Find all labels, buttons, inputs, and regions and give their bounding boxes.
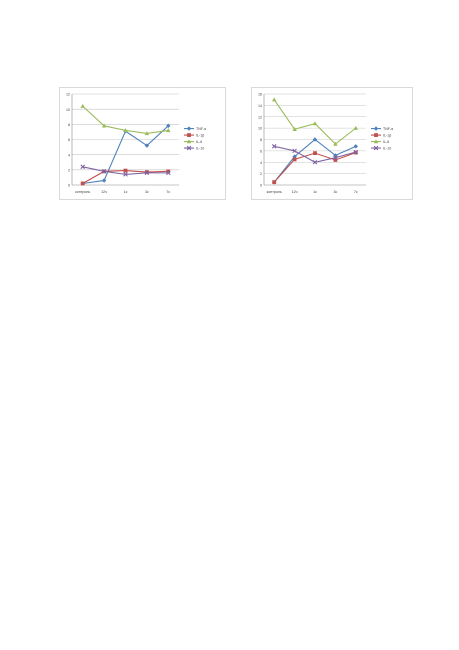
chart-1-legend-marker	[186, 145, 192, 151]
chart-1-data-point	[80, 164, 85, 170]
chart-1-ytick-label: 2	[68, 168, 70, 172]
chart-2-data-point	[312, 121, 318, 126]
chart-1-data-point	[101, 169, 107, 174]
chart-1: 0 2 4 6 8 10 12 контроль 12ч 1с 3с 7с TNF-α IL-1β IL-6…	[59, 87, 226, 200]
chart-1-data-point	[123, 172, 128, 177]
chart-1-xtick-label: 3с	[145, 190, 149, 194]
chart-1-legend-marker	[186, 126, 192, 131]
chart-2-ytick-label: 6	[260, 149, 262, 153]
chart-2-legend-marker	[373, 126, 379, 131]
chart-1-xtick-label: 12ч	[101, 190, 107, 194]
chart-2-ytick-label: 16	[258, 93, 262, 97]
chart-1-ytick-label: 12	[66, 93, 70, 97]
chart-2-data-point	[312, 159, 318, 165]
chart-2-xtick-label: 12ч	[292, 190, 298, 194]
chart-2-data-point	[292, 126, 297, 131]
chart-1-data-point	[144, 170, 150, 176]
chart-2-data-point	[313, 151, 317, 156]
chart-1-data-point	[166, 169, 171, 174]
chart-2-xtick-label: 3с	[334, 190, 338, 194]
chart-2-data-point	[333, 155, 338, 160]
chart-2-data-point	[353, 144, 358, 149]
chart-2: 0 2 4 6 8 10 12 14 16 контроль 12ч 1с 3с 7с TNF-α IL-1β…	[251, 87, 413, 200]
chart-2-legend-label: TNF-α	[383, 127, 393, 131]
chart-2-legend-label: IL-1β	[383, 134, 391, 138]
chart-2-xtick-label: 1с	[313, 190, 317, 194]
chart-2-data-point	[272, 180, 277, 185]
chart-2-legend-marker	[373, 145, 379, 151]
chart-1-xtick-label: 1с	[124, 190, 128, 194]
chart-2-ytick-label: 12	[258, 115, 262, 119]
chart-2-legend-label: IL-6	[383, 140, 389, 144]
chart-2-data-point	[292, 148, 297, 154]
chart-2-data-point	[292, 157, 297, 162]
chart-2-data-point	[312, 137, 318, 142]
chart-2-legend-marker	[374, 133, 378, 137]
chart-1-data-point	[144, 131, 150, 136]
chart-1-legend-label: IL-6	[196, 140, 202, 144]
chart-1-ytick-label: 0	[68, 184, 70, 188]
chart-1-legend-label: IL-10	[196, 147, 204, 151]
chart-1-data-point	[166, 170, 171, 176]
chart-1-xtick-label: 7с	[166, 190, 170, 194]
chart-2-data-point	[272, 97, 277, 102]
chart-1-ytick-label: 6	[68, 138, 70, 142]
chart-1-data-point	[101, 178, 107, 183]
chart-1-ytick-label: 8	[68, 123, 70, 127]
chart-2-series-line	[273, 138, 357, 183]
chart-2-ytick-label: 0	[260, 184, 262, 188]
chart-2-data-point	[353, 125, 358, 130]
chart-1-data-point	[123, 168, 128, 173]
chart-2-svg: 0 2 4 6 8 10 12 14 16 контроль 12ч 1с 3с 7с TNF-α IL-1β…	[258, 93, 393, 194]
chart-2-ytick-label: 8	[260, 138, 262, 142]
chart-1-legend-marker	[187, 133, 191, 137]
chart-1-legend-label: IL-1β	[196, 134, 204, 138]
chart-2-xtick-label: контроль	[267, 190, 282, 194]
chart-1-legend-marker	[186, 139, 192, 144]
chart-1-ytick-label: 4	[68, 153, 70, 157]
chart-2-xtick-label: 7с	[354, 190, 358, 194]
chart-2-data-point	[353, 149, 359, 155]
chart-2-data-point	[333, 141, 338, 146]
chart-1-svg: 0 2 4 6 8 10 12 контроль 12ч 1с 3с 7с TNF-α IL-1β IL-6…	[66, 93, 206, 194]
chart-1-data-point	[80, 103, 85, 108]
chart-1-data-point	[144, 143, 150, 148]
chart-2-ytick-label: 14	[258, 104, 262, 108]
chart-2-data-point	[333, 158, 338, 162]
chart-2-ytick-label: 10	[258, 127, 262, 131]
chart-2-legend-marker	[373, 139, 379, 144]
chart-1-data-point	[80, 181, 85, 186]
chart-1-data-point	[166, 128, 171, 133]
chart-1-xtick-label: контроль	[75, 190, 90, 194]
chart-1-data-point	[101, 123, 107, 128]
chart-2-legend-label: IL-10	[383, 147, 391, 151]
chart-1-data-point	[166, 123, 171, 129]
chart-2-ytick-label: 4	[260, 161, 262, 165]
chart-2-data-point	[271, 144, 277, 149]
chart-1-ytick-label: 10	[66, 108, 70, 112]
chart-1-data-point	[123, 128, 128, 133]
chart-1-legend-label: TNF-α	[196, 127, 206, 131]
chart-2-ytick-label: 2	[260, 172, 262, 176]
